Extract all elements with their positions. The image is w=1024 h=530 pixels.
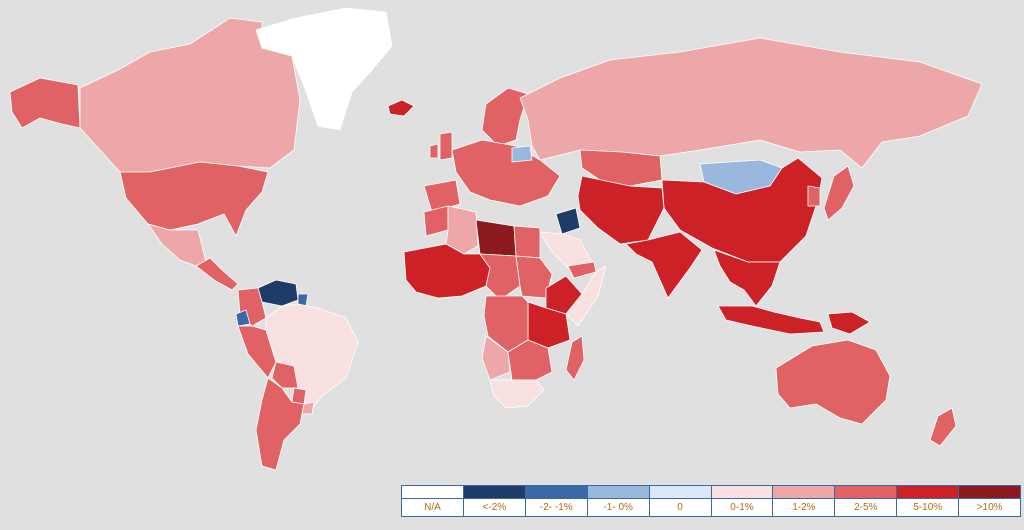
region-australia xyxy=(775,339,891,425)
region-korea xyxy=(807,185,821,207)
region-new-zealand xyxy=(929,407,957,447)
region-papua xyxy=(827,311,871,335)
legend-label: 1-2% xyxy=(792,502,816,513)
legend-label: 2-5% xyxy=(854,502,878,513)
region-ireland xyxy=(429,143,439,159)
legend-item: 5-10% xyxy=(897,486,960,516)
map-legend: N/A <-2% -2- -1% -1- 0% 0 0-1% 1-2% 2-5% 5-10% >1… xyxy=(401,485,1021,517)
legend-label: N/A xyxy=(424,502,441,513)
region-south-africa xyxy=(489,379,545,409)
legend-swatch xyxy=(711,486,773,499)
legend-item: >10% xyxy=(959,486,1021,516)
legend-swatch xyxy=(463,486,525,499)
legend-label: 0-1% xyxy=(730,502,754,513)
region-indonesia xyxy=(717,305,825,335)
legend-swatch xyxy=(649,486,711,499)
region-ecuador xyxy=(235,309,251,327)
region-western-europe xyxy=(451,139,561,207)
region-angola xyxy=(481,335,511,381)
legend-label: 5-10% xyxy=(913,502,943,513)
region-southeast-asia xyxy=(713,249,781,307)
region-paraguay xyxy=(291,387,307,405)
region-iran-central-asia xyxy=(577,175,665,245)
legend-label: -2- -1% xyxy=(539,502,573,513)
region-uruguay xyxy=(301,401,315,415)
region-madagascar xyxy=(565,335,585,381)
legend-swatch xyxy=(959,486,1021,499)
legend-swatch xyxy=(835,486,897,499)
region-greenland xyxy=(255,7,393,131)
region-egypt xyxy=(513,225,541,259)
region-russia xyxy=(519,37,983,169)
legend-item: -2- -1% xyxy=(525,486,588,516)
legend-swatch xyxy=(402,486,463,499)
legend-item: 0 xyxy=(649,486,712,516)
legend-label: >10% xyxy=(976,502,1003,513)
legend-item: 2-5% xyxy=(835,486,898,516)
legend-label: 0 xyxy=(677,502,683,513)
legend-label: -1- 0% xyxy=(603,502,633,513)
region-central-america xyxy=(195,257,239,291)
region-iceland xyxy=(387,99,415,117)
region-chile-argentina xyxy=(255,377,305,471)
legend-label: <-2% xyxy=(482,502,507,513)
region-belarus xyxy=(511,145,533,163)
region-japan xyxy=(823,165,855,221)
region-india xyxy=(625,231,703,299)
legend-swatch xyxy=(525,486,587,499)
legend-item: 1-2% xyxy=(773,486,836,516)
legend-item: <-2% xyxy=(463,486,526,516)
legend-swatch xyxy=(587,486,649,499)
region-somalia xyxy=(565,265,607,327)
legend-swatch xyxy=(897,486,959,499)
legend-swatch xyxy=(773,486,835,499)
region-libya xyxy=(475,219,517,257)
legend-item: -1- 0% xyxy=(587,486,650,516)
region-uk xyxy=(439,131,453,161)
region-bolivia xyxy=(271,361,299,389)
region-kazakhstan xyxy=(579,149,663,187)
region-alaska xyxy=(9,77,81,129)
region-iraq xyxy=(555,207,581,235)
region-iberia xyxy=(423,179,461,213)
legend-item: 0-1% xyxy=(711,486,774,516)
legend-item: N/A xyxy=(402,486,464,516)
region-scandinavia xyxy=(481,87,529,147)
